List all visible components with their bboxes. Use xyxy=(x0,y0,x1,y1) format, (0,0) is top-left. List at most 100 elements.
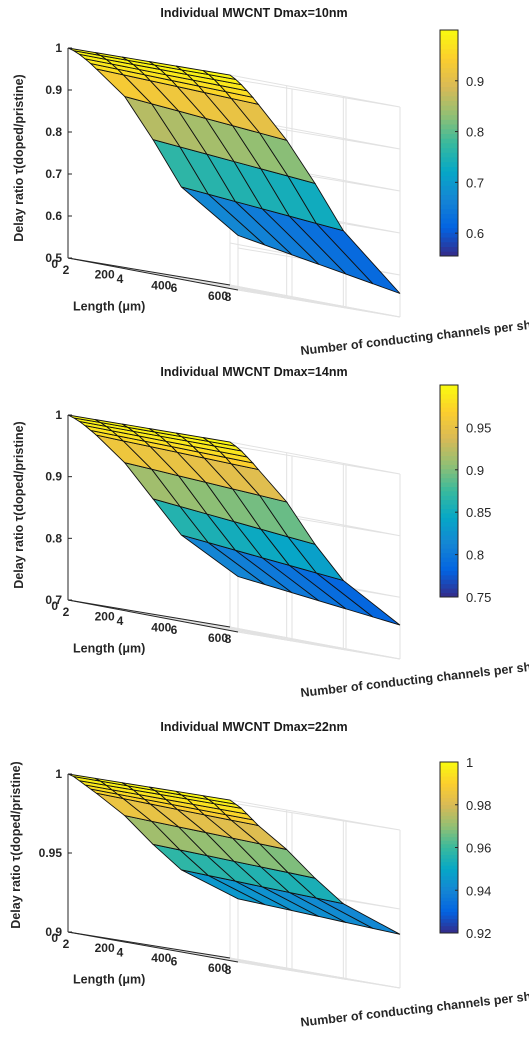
colorbar-segment xyxy=(440,77,458,83)
colorbar-segment xyxy=(440,34,458,40)
z-tick-label: 0.9 xyxy=(45,925,62,939)
colorbar-segment xyxy=(440,804,458,809)
colorbar-segment xyxy=(440,797,458,802)
colorbar-segment xyxy=(440,451,458,457)
x-tick-label: 2 xyxy=(63,937,70,951)
x-axis-label: Number of conducting channels per shell … xyxy=(300,985,529,1030)
colorbar: 0.92 0.94 0.96 0.98 1 xyxy=(439,755,491,941)
colorbar-segment xyxy=(440,794,458,799)
colorbar-segment xyxy=(440,128,458,134)
colorbar-segment xyxy=(440,566,458,571)
colorbar-segment xyxy=(440,110,458,116)
axes xyxy=(67,48,239,291)
grid-line xyxy=(229,242,401,276)
colorbar-segment xyxy=(440,138,458,144)
surface-plot-dmax-22nm: Individual MWCNT Dmax=22nm 0.90.95124680… xyxy=(9,720,529,1029)
y-tick-label: 0 xyxy=(51,257,58,271)
colorbar-segment xyxy=(440,811,458,816)
grid-line xyxy=(181,620,344,649)
grid-line xyxy=(229,957,401,989)
axes xyxy=(67,415,239,633)
colorbar-segment xyxy=(440,39,458,45)
colorbar-tick-label: 0.92 xyxy=(466,926,491,941)
colorbar-tick-label: 0.75 xyxy=(466,590,491,605)
y-tick-label: 600 xyxy=(208,961,228,975)
chart-title: Individual MWCNT Dmax=14nm xyxy=(160,365,347,379)
x-tick-label: 4 xyxy=(117,946,124,960)
grid-line xyxy=(175,617,347,651)
x-tick-label: 2 xyxy=(63,263,70,277)
colorbar-segment xyxy=(440,143,458,149)
tick-labels: 0.5 0.6 0.7 0.8 0.9 1 2 4 6 8 0 200 400 600 xyxy=(45,41,231,304)
colorbar-segment xyxy=(440,86,458,92)
tick-labels: 0.7 0.8 0.9 1 2 4 6 8 0 200 400 600 xyxy=(45,408,231,646)
chart-title: Individual MWCNT Dmax=10nm xyxy=(160,6,347,20)
colorbar-segment xyxy=(440,199,458,205)
colorbar-segment xyxy=(440,411,458,417)
colorbar-segment xyxy=(440,808,458,813)
colorbar-segment xyxy=(440,868,458,873)
colorbar-segment xyxy=(440,53,458,59)
colorbar-segment xyxy=(440,772,458,777)
x-axis-label: Number of conducting channels per shell … xyxy=(300,313,529,358)
x-tick-label: 8 xyxy=(225,963,232,977)
colorbar-segment xyxy=(440,460,458,465)
colorbar-tick-label: 0.94 xyxy=(466,883,491,898)
colorbar-segment xyxy=(440,237,458,243)
y-tick-label: 200 xyxy=(95,610,115,624)
colorbar-segment xyxy=(440,180,458,186)
colorbar-segment xyxy=(440,876,458,880)
z-tick-label: 0.8 xyxy=(45,125,62,139)
y-tick-label: 400 xyxy=(151,951,171,965)
colorbar-segment xyxy=(440,464,458,470)
colorbar-segment xyxy=(440,486,458,492)
colorbar-segment xyxy=(440,544,458,549)
colorbar-segment xyxy=(440,424,458,430)
colorbar-tick-label: 0.8 xyxy=(466,125,484,140)
z-tick-label: 0.7 xyxy=(45,167,62,181)
surface-patch xyxy=(202,70,236,80)
colorbar-segment xyxy=(440,119,458,125)
z-axis-label: Delay ratio τ(doped/pristine) xyxy=(9,761,23,928)
grid-line xyxy=(229,116,401,150)
colorbar-tick-label: 0.98 xyxy=(466,798,491,813)
colorbar-segment xyxy=(440,232,458,238)
colorbar-segment xyxy=(440,208,458,215)
grid-line xyxy=(229,284,401,318)
x-tick-label: 2 xyxy=(63,605,70,619)
colorbar-segment xyxy=(440,227,458,233)
y-tick-label: 200 xyxy=(95,941,115,955)
colorbar-tick-label: 0.9 xyxy=(466,463,484,478)
y-tick-label: 200 xyxy=(95,268,115,282)
colorbar-segment xyxy=(440,819,458,823)
chart-title: Individual MWCNT Dmax=22nm xyxy=(160,720,347,734)
x-tick-label: 4 xyxy=(117,614,124,628)
grid-line xyxy=(124,610,287,639)
colorbar-segment xyxy=(440,790,458,795)
colorbar-segment xyxy=(440,499,458,505)
z-tick-label: 0.9 xyxy=(45,470,62,484)
colorbar-segment xyxy=(440,833,458,838)
colorbar-segment xyxy=(440,407,458,412)
colorbar-segment xyxy=(440,171,458,177)
colorbar-segment xyxy=(440,251,458,257)
colorbar-segment xyxy=(440,843,458,848)
colorbar-segment xyxy=(440,446,458,452)
colorbar-segment xyxy=(440,100,458,106)
colorbar-segment xyxy=(440,477,458,483)
colorbar-frame xyxy=(439,384,459,598)
z-tick-label: 0.7 xyxy=(45,593,62,607)
x-tick-label: 6 xyxy=(171,281,178,295)
colorbar-segment xyxy=(440,922,458,927)
colorbar-segment xyxy=(440,847,458,852)
grid-line xyxy=(229,799,401,831)
colorbar-segment xyxy=(440,147,458,153)
y-axis-label: Length (μm) xyxy=(73,973,145,987)
colorbar-segment xyxy=(440,890,458,895)
colorbar: 0.6 0.7 0.8 0.9 xyxy=(439,29,484,257)
colorbar-segment xyxy=(440,504,458,510)
colorbar-segment xyxy=(440,526,458,532)
colorbar-segment xyxy=(440,836,458,841)
grid-line xyxy=(121,266,293,300)
